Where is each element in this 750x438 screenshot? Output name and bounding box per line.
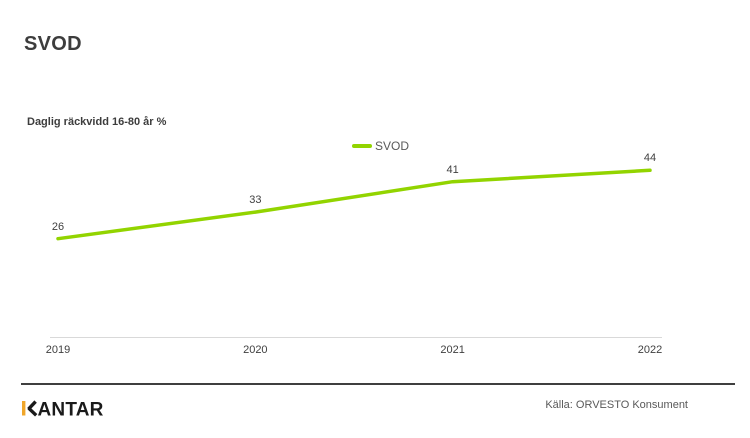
legend-label: SVOD [375,139,410,153]
svod-series-line [56,168,652,241]
legend-line-swatch [352,144,372,148]
kantar-k-stem [22,401,26,416]
kantar-logo-text: ANTAR [38,400,104,421]
kantar-logo: ANTAR [22,400,104,421]
chart-legend: SVOD [352,139,409,153]
source-caption: Källa: ORVESTO Konsument [545,399,688,411]
footer-divider [21,383,735,385]
chart-subtitle: Daglig räckvidd 16-80 år % [27,116,167,128]
page-title: SVOD [24,33,82,55]
kantar-k-lower-diagonal [27,406,38,417]
